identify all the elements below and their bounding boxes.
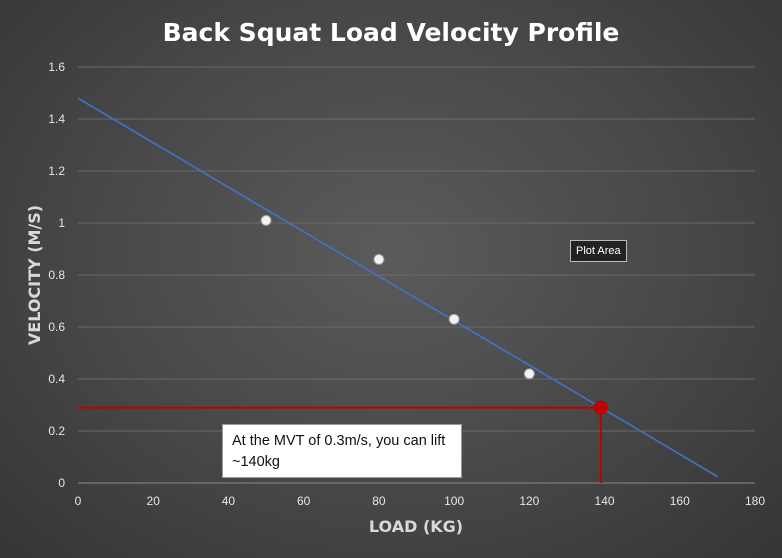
y-tick-label: 0.8 xyxy=(48,268,65,282)
y-tick-label: 0.6 xyxy=(48,320,65,334)
trend-layer xyxy=(77,97,718,478)
points-layer xyxy=(260,214,608,415)
grid-layer xyxy=(78,66,755,484)
mvt-highlight-point xyxy=(593,400,608,415)
x-tick-label: 140 xyxy=(595,494,615,508)
x-tick-label: 20 xyxy=(147,494,161,508)
x-tick-label: 120 xyxy=(519,494,539,508)
axis-layer: 0 0.2 0.4 0.6 0.8 1 1.2 1.4 1.6 0 20 40 60 80 100 120 14… xyxy=(48,60,765,508)
y-tick-label: 1.4 xyxy=(48,112,65,126)
trendline xyxy=(77,97,718,478)
x-tick-label: 100 xyxy=(444,494,464,508)
x-tick-label: 60 xyxy=(297,494,311,508)
x-tick-label: 40 xyxy=(222,494,236,508)
data-point xyxy=(448,313,460,325)
x-tick-label: 80 xyxy=(372,494,386,508)
data-point xyxy=(260,214,272,226)
y-tick-label: 1 xyxy=(58,216,65,230)
guide-layer xyxy=(78,406,602,483)
y-tick-label: 0 xyxy=(58,476,65,490)
annotation-box: At the MVT of 0.3m/s, you can lift ~140k… xyxy=(222,424,462,478)
y-tick-label: 1.6 xyxy=(48,60,65,74)
y-tick-label: 0.4 xyxy=(48,372,65,386)
y-axis-title: VELOCITY (M/S) xyxy=(25,205,44,345)
data-point xyxy=(373,253,385,265)
x-tick-label: 180 xyxy=(745,494,765,508)
y-tick-label: 1.2 xyxy=(48,164,65,178)
x-tick-label: 0 xyxy=(75,494,82,508)
data-point xyxy=(523,368,535,380)
plot-area-tooltip: Plot Area xyxy=(570,240,627,262)
y-tick-label: 0.2 xyxy=(48,424,65,438)
chart-title: Back Squat Load Velocity Profile xyxy=(163,18,620,47)
x-tick-label: 160 xyxy=(670,494,690,508)
x-axis-title: LOAD (KG) xyxy=(369,517,463,536)
